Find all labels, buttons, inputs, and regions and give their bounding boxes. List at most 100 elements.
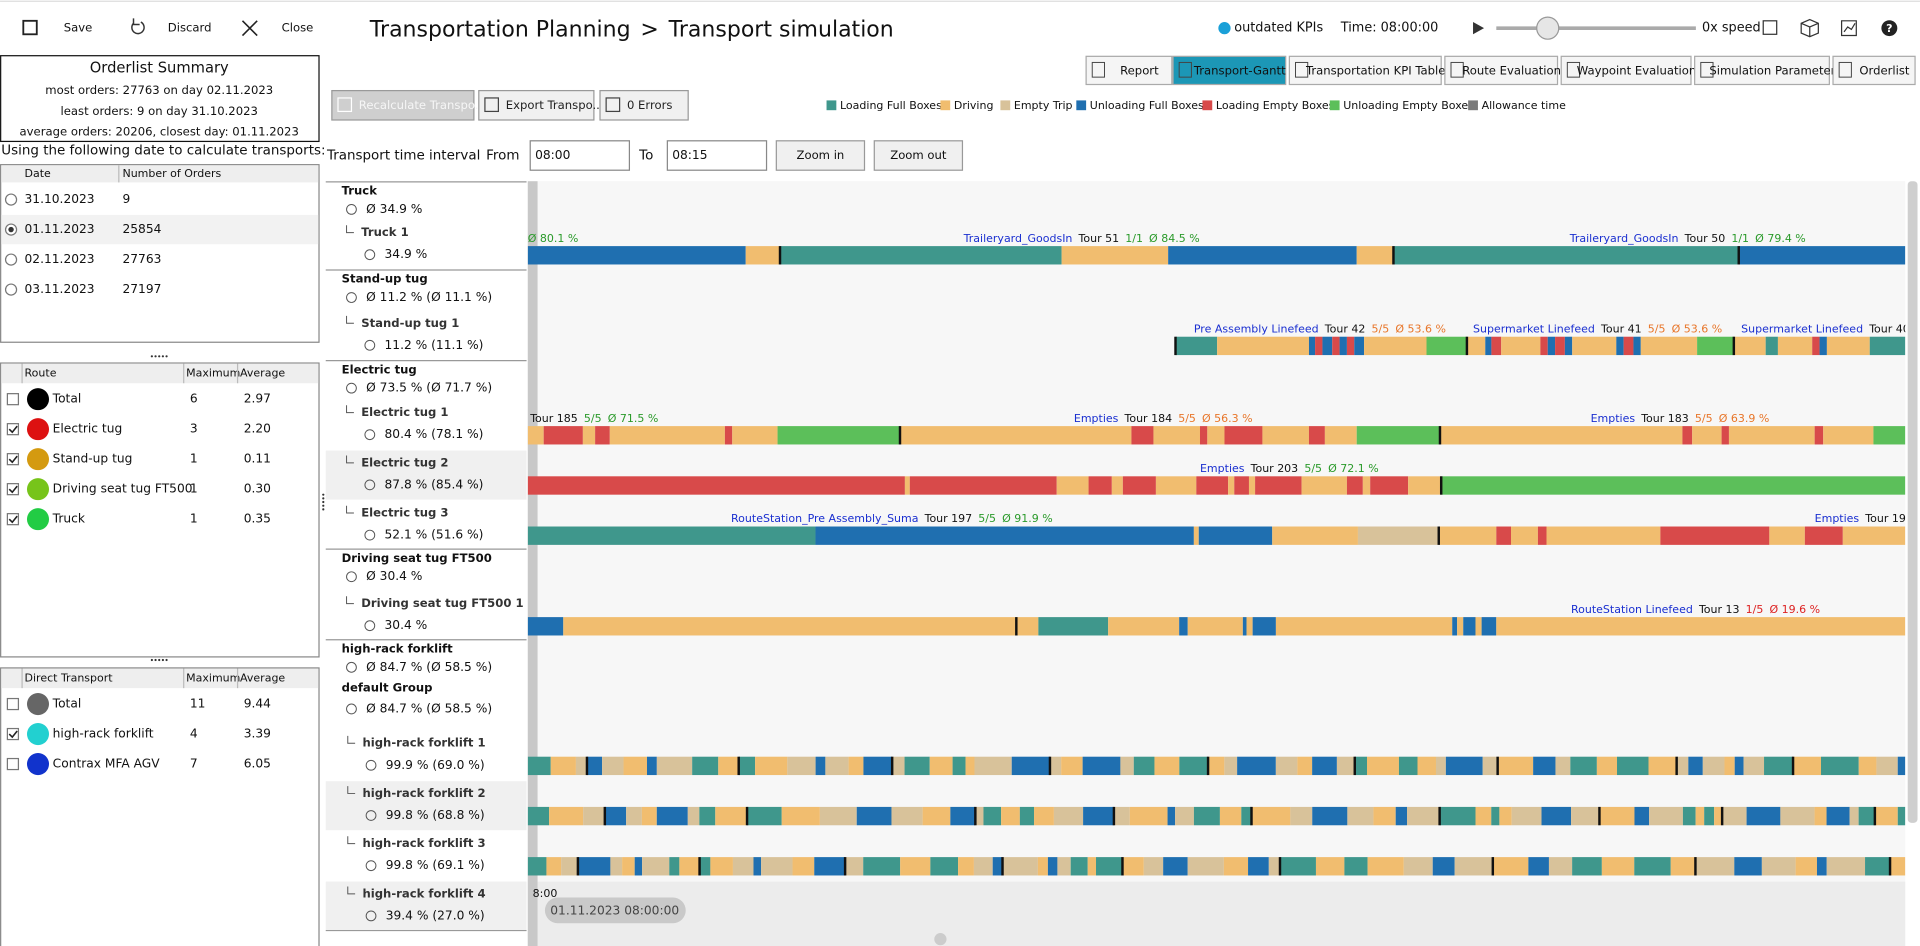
gantt-segment <box>575 756 587 776</box>
gantt-segment <box>992 857 1003 876</box>
gantt-segment <box>1056 476 1089 495</box>
view3d-icon[interactable] <box>1800 18 1819 38</box>
checkbox[interactable] <box>6 453 20 466</box>
dates-col-header: Number of Orders <box>122 167 221 180</box>
help-icon[interactable] <box>1881 20 1898 37</box>
to-input[interactable] <box>666 140 768 171</box>
action-button[interactable] <box>331 89 475 121</box>
tab-label[interactable]: Route Evaluation <box>1462 64 1561 78</box>
gantt-segment <box>958 857 974 876</box>
tab-label[interactable]: Report <box>1120 64 1159 78</box>
zoom-button[interactable] <box>775 140 866 171</box>
checkbox[interactable] <box>6 697 20 711</box>
save-button[interactable]: Save <box>64 21 93 35</box>
gauge-icon <box>346 703 357 715</box>
gantt-segment <box>1869 336 1906 356</box>
gantt-segment <box>1533 756 1556 776</box>
tour-boundary <box>1438 426 1442 445</box>
tab-label[interactable]: Transport-Gantt <box>1193 64 1286 78</box>
gantt-scrollbar[interactable] <box>1907 181 1918 823</box>
gantt-segment <box>848 756 864 776</box>
gantt-segment <box>1676 756 1689 776</box>
action-label[interactable]: Export Transpo... <box>506 98 604 112</box>
zoom-button[interactable] <box>873 140 964 171</box>
date-radio[interactable] <box>4 193 18 206</box>
legend-swatch <box>826 100 837 111</box>
checkbox[interactable] <box>6 483 20 496</box>
tab-label[interactable]: Orderlist <box>1859 64 1910 78</box>
tab-label[interactable]: Transportation KPI Table <box>1305 64 1445 78</box>
row-avg: 0.35 <box>244 512 271 526</box>
tour-label: RouteStation_Pre Assembly_Suma Tour 197 5/… <box>731 512 1053 525</box>
play-button[interactable] <box>1473 22 1485 35</box>
checkbox[interactable] <box>6 393 20 406</box>
gantt-segment <box>1537 526 1547 545</box>
close-icon[interactable] <box>241 20 258 37</box>
tab[interactable] <box>1085 55 1173 86</box>
action-label[interactable]: Recalculate Transpo... <box>359 98 486 112</box>
save-icon[interactable] <box>22 19 38 36</box>
tab-label[interactable]: Simulation Parameter <box>1709 64 1835 78</box>
splitter-grip <box>158 658 161 662</box>
gantt-segment <box>1241 806 1252 826</box>
tour-boundary <box>974 806 977 826</box>
fit-icon[interactable] <box>1762 20 1778 35</box>
zoom-label[interactable]: Zoom in <box>797 148 845 162</box>
resource-util: 39.4 % (27.0 %) <box>386 908 485 922</box>
gantt-segment <box>1356 426 1440 445</box>
tab[interactable] <box>1288 55 1442 86</box>
tab-label[interactable]: Waypoint Evaluation <box>1577 64 1696 78</box>
gantt-segment <box>626 806 642 826</box>
from-input[interactable] <box>529 140 631 171</box>
gantt-segment <box>780 246 1062 265</box>
resource-util: 80.4 % (78.1 %) <box>385 427 484 441</box>
tab-icon <box>1700 61 1714 78</box>
checkbox[interactable] <box>6 727 20 741</box>
tour-boundary <box>1737 246 1740 265</box>
gantt-segment <box>1198 526 1273 545</box>
gantt-segment <box>1634 806 1650 826</box>
sim-time: Time: 08:00:00 <box>1340 21 1439 36</box>
row-avg: 3.39 <box>244 727 271 741</box>
zoom-label[interactable]: Zoom out <box>890 148 947 162</box>
tour-avg: Ø 72.1 % <box>1328 462 1379 475</box>
tour-station: Supermarket Linefeed <box>1473 322 1595 335</box>
action-label[interactable]: 0 Errors <box>627 98 672 112</box>
resource-name: high-rack forklift 1 <box>362 736 485 750</box>
tour-station: Traileryard_GoodsIn <box>963 232 1073 245</box>
table-col-header: Maximum <box>186 366 240 379</box>
checkbox[interactable] <box>6 513 20 526</box>
gantt-segment <box>549 806 584 826</box>
gantt-segment <box>724 426 733 445</box>
h-scroll-knob[interactable] <box>934 933 947 946</box>
gantt-segment <box>583 806 605 826</box>
tour-count: 5/5 <box>1372 322 1390 335</box>
tour-avg: Ø 79.4 % <box>1755 232 1806 245</box>
tab[interactable] <box>1560 55 1692 86</box>
tour-count: 1/1 <box>1125 232 1143 245</box>
series-color <box>26 723 50 746</box>
breadcrumb[interactable]: Transportation Planning <box>369 18 631 43</box>
gantt-segment <box>1722 806 1747 826</box>
date-radio[interactable] <box>4 283 18 296</box>
tour-boundary <box>576 857 580 876</box>
chart-icon[interactable] <box>1840 20 1857 37</box>
gantt-segment <box>687 806 700 826</box>
discard-button[interactable]: Discard <box>168 21 212 35</box>
tour-boundary <box>737 756 740 776</box>
gantt-segment <box>1452 617 1458 636</box>
tab[interactable] <box>1832 55 1916 86</box>
action-icon <box>337 97 353 113</box>
gantt-segment <box>738 756 756 776</box>
checkbox[interactable] <box>6 423 20 436</box>
series-color <box>26 508 50 531</box>
date-radio[interactable] <box>4 253 18 266</box>
close-button[interactable]: Close <box>282 21 314 35</box>
tab[interactable] <box>1694 55 1830 86</box>
speed-slider-knob[interactable] <box>1536 16 1560 40</box>
checkbox[interactable] <box>6 757 20 771</box>
discard-icon[interactable] <box>131 18 145 35</box>
action-button[interactable] <box>599 89 689 121</box>
gantt-segment <box>930 857 959 876</box>
